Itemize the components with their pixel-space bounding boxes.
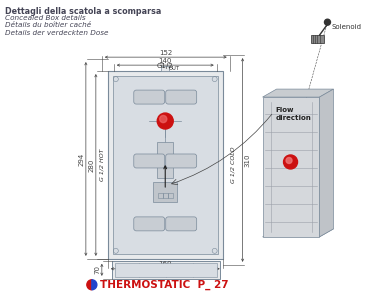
Text: 294: 294 <box>78 152 85 166</box>
Circle shape <box>324 19 331 25</box>
Text: 310: 310 <box>244 153 250 167</box>
Text: Concealed Box details: Concealed Box details <box>5 15 86 21</box>
Circle shape <box>286 157 292 164</box>
FancyBboxPatch shape <box>134 154 165 168</box>
Text: G 1/2 HOT: G 1/2 HOT <box>99 149 104 181</box>
Bar <box>157 142 173 178</box>
Polygon shape <box>263 89 334 97</box>
Text: 70: 70 <box>94 265 100 274</box>
Text: Details der verdeckten Dose: Details der verdeckten Dose <box>5 30 108 36</box>
Polygon shape <box>320 89 334 237</box>
Text: OUT: OUT <box>169 66 180 71</box>
Wedge shape <box>87 280 92 290</box>
Text: G1/2: G1/2 <box>157 63 173 69</box>
FancyBboxPatch shape <box>166 154 197 168</box>
Bar <box>112 261 220 279</box>
Bar <box>158 193 163 198</box>
Circle shape <box>157 113 173 129</box>
Polygon shape <box>263 229 334 237</box>
Bar <box>161 66 169 71</box>
FancyBboxPatch shape <box>166 90 197 104</box>
Text: THERMOSTATIC  P_ 27: THERMOSTATIC P_ 27 <box>100 280 228 290</box>
Text: Flow
direction: Flow direction <box>276 107 311 121</box>
Text: 140: 140 <box>159 58 172 64</box>
Text: Détails du boîtier caché: Détails du boîtier caché <box>5 22 91 28</box>
Bar <box>153 182 177 202</box>
FancyBboxPatch shape <box>166 217 197 231</box>
Text: 280: 280 <box>88 158 94 172</box>
FancyBboxPatch shape <box>134 90 165 104</box>
Text: 152: 152 <box>159 50 172 56</box>
Bar <box>310 35 324 43</box>
Circle shape <box>160 115 167 123</box>
Bar <box>163 193 168 198</box>
Bar <box>113 76 218 254</box>
Text: G 1/2 COLD: G 1/2 COLD <box>230 147 235 183</box>
Wedge shape <box>92 280 97 290</box>
Bar <box>108 71 223 259</box>
Bar <box>115 263 217 277</box>
Bar <box>263 97 320 237</box>
Circle shape <box>283 155 297 169</box>
Text: 160: 160 <box>159 261 172 267</box>
FancyBboxPatch shape <box>134 217 165 231</box>
Text: Solenoid: Solenoid <box>331 24 362 30</box>
Text: Dettagli della scatola a scomparsa: Dettagli della scatola a scomparsa <box>5 7 161 16</box>
Bar <box>168 193 173 198</box>
